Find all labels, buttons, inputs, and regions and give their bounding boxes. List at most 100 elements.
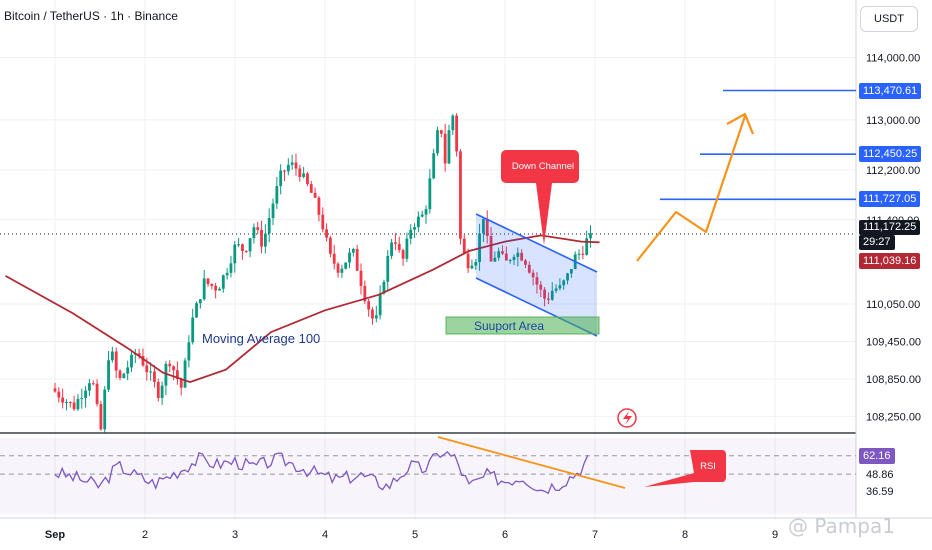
candle-body bbox=[122, 373, 126, 379]
rsi-current-label: 62.16 bbox=[859, 447, 895, 464]
price-tick-label: 112,200.00 bbox=[866, 165, 920, 177]
price-axis: 114,000.00113,000.00112,200.00111,400.00… bbox=[866, 52, 921, 498]
candle-body bbox=[206, 278, 210, 285]
candle-body bbox=[183, 360, 187, 388]
candle-body bbox=[260, 229, 263, 247]
candle-body bbox=[394, 242, 397, 244]
candle-body bbox=[378, 293, 382, 316]
candle-body bbox=[485, 218, 489, 237]
lightning-bolt-icon bbox=[623, 411, 632, 425]
candle-body bbox=[313, 192, 317, 198]
candle-body bbox=[210, 284, 214, 286]
time-tick-label: 2 bbox=[142, 529, 148, 541]
time-tick-label: 9 bbox=[772, 529, 778, 541]
candle-body bbox=[76, 398, 80, 410]
candle-body bbox=[447, 130, 451, 164]
candle-body bbox=[176, 370, 179, 379]
candle-body bbox=[80, 398, 84, 400]
candle-body bbox=[386, 255, 390, 282]
support-area-box bbox=[445, 316, 600, 335]
candle-body bbox=[325, 229, 328, 238]
candle-body bbox=[397, 243, 401, 251]
candle-body bbox=[344, 262, 348, 269]
candle-body bbox=[535, 277, 539, 285]
candle-body bbox=[229, 263, 233, 273]
candle-body bbox=[512, 256, 516, 261]
candle-body bbox=[374, 315, 378, 319]
candle-body bbox=[336, 263, 340, 273]
rsi-panel bbox=[0, 436, 856, 514]
candle-body bbox=[118, 370, 122, 379]
candle-body bbox=[309, 184, 313, 193]
candle-body bbox=[455, 115, 459, 152]
candle-body bbox=[351, 248, 355, 253]
candle-body bbox=[581, 253, 585, 255]
candle-body bbox=[65, 402, 68, 404]
candle-body bbox=[294, 162, 298, 169]
candle-body bbox=[99, 404, 103, 430]
rsi-line bbox=[54, 451, 589, 495]
channel-upper-line bbox=[475, 213, 598, 273]
candle-body bbox=[355, 248, 359, 271]
candle-body bbox=[149, 371, 153, 373]
down-channel-callout bbox=[501, 150, 579, 245]
candle-body bbox=[187, 342, 191, 361]
price-tick-label: 114,000.00 bbox=[866, 52, 920, 64]
rsi-divergence-line bbox=[437, 436, 626, 489]
candle-body bbox=[160, 385, 164, 399]
candle-body bbox=[164, 363, 168, 386]
candle-body bbox=[371, 309, 374, 319]
candle-body bbox=[401, 250, 405, 259]
currency-button[interactable]: USDT bbox=[860, 6, 918, 32]
candle-body bbox=[558, 285, 562, 289]
target2-price-label: 112,450.25 bbox=[859, 146, 922, 163]
candle-body bbox=[527, 264, 531, 273]
rsi-background bbox=[0, 438, 856, 514]
candle-body bbox=[470, 265, 474, 269]
time-tick-label: 5 bbox=[412, 529, 418, 541]
candle-body bbox=[279, 170, 283, 187]
candle-body bbox=[137, 353, 141, 356]
candle-body bbox=[550, 290, 554, 300]
candle-body bbox=[531, 272, 535, 278]
candle-body bbox=[191, 317, 195, 343]
candle-body bbox=[214, 285, 218, 291]
time-tick-label: 6 bbox=[502, 529, 508, 541]
time-tick-label: 4 bbox=[322, 529, 328, 541]
candle-body bbox=[244, 250, 248, 252]
candle-body bbox=[413, 227, 416, 230]
candle-body bbox=[439, 130, 443, 134]
candle-body bbox=[321, 214, 325, 230]
symbol-title[interactable]: Bitcoin / TetherUS · 1h · Binance bbox=[4, 9, 178, 23]
candle-body bbox=[156, 381, 160, 399]
candle-body bbox=[520, 252, 524, 261]
candle-body bbox=[68, 402, 72, 404]
target3-price-label: 113,470.61 bbox=[859, 82, 922, 99]
candle-body bbox=[367, 301, 371, 310]
down-channel-label: Down Channel bbox=[512, 161, 574, 172]
candle-body bbox=[562, 280, 566, 286]
candle-body bbox=[141, 355, 145, 366]
target-level-lines bbox=[660, 89, 856, 201]
candle-body bbox=[424, 209, 428, 215]
candle-body bbox=[252, 227, 256, 239]
candle-body bbox=[340, 268, 344, 273]
arrow-head bbox=[726, 112, 755, 135]
candle-body bbox=[462, 238, 466, 254]
candle-body bbox=[482, 218, 485, 234]
candle-body bbox=[237, 244, 240, 246]
candle-body bbox=[501, 251, 504, 254]
target1-price-label: 111,727.05 bbox=[859, 191, 921, 208]
author-watermark: @ Pampa1 bbox=[788, 514, 895, 538]
candle-body bbox=[589, 233, 592, 239]
candle-body bbox=[57, 391, 61, 398]
candle-body bbox=[153, 371, 156, 382]
candle-body bbox=[298, 168, 302, 177]
time-tick-label: 8 bbox=[682, 529, 688, 541]
candle-body bbox=[432, 153, 436, 179]
channel-fill bbox=[476, 214, 597, 336]
candle-body bbox=[409, 229, 413, 239]
candle-body bbox=[91, 383, 95, 385]
price-tick-label: 113,000.00 bbox=[866, 115, 920, 127]
